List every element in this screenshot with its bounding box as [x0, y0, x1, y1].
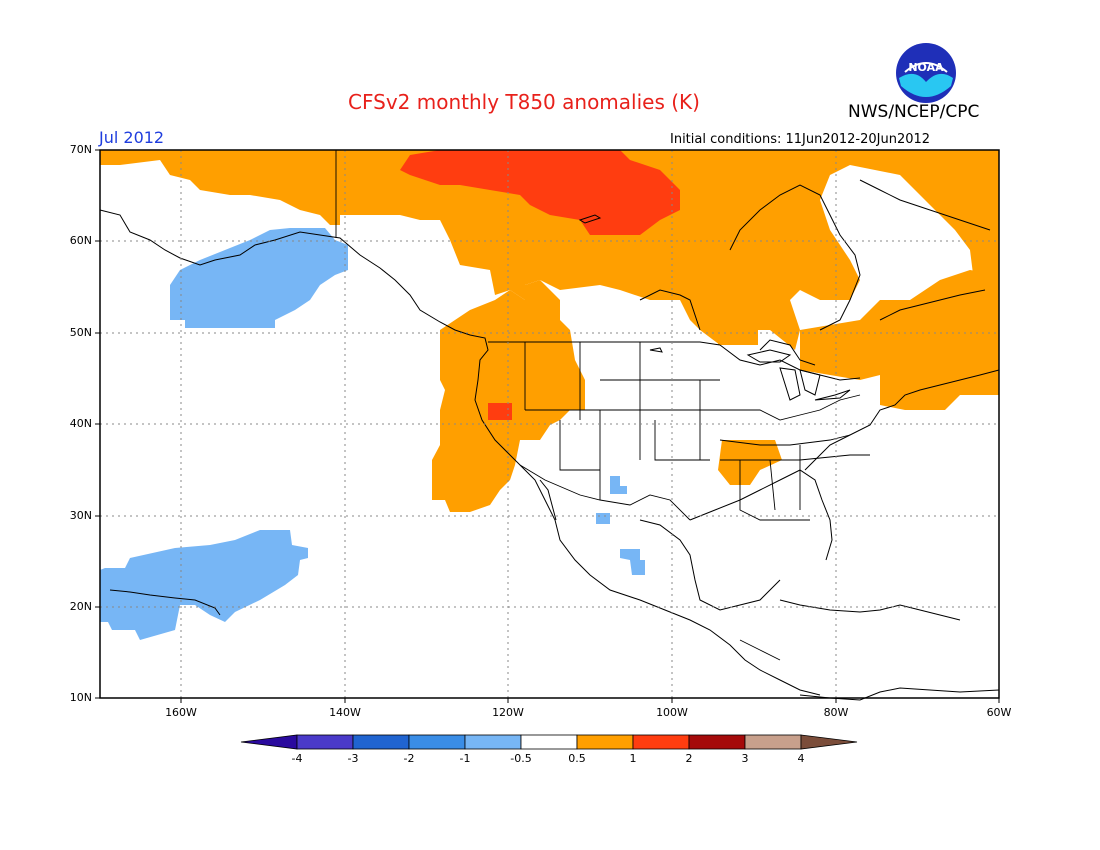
lon-label-100w: 100W [656, 706, 688, 719]
lon-label-160w: 160W [165, 706, 197, 719]
colorbar-segment [632, 734, 690, 750]
lat-label-10n: 10N [69, 691, 92, 704]
colorbar-label-n4: -4 [291, 752, 303, 765]
colorbar-label-n1: -1 [459, 752, 471, 765]
cool-anomaly-mexico-1 [610, 476, 627, 494]
colorbar-arrow-low [240, 734, 298, 750]
warm-anomaly-north [100, 150, 999, 350]
colorbar-label-n05: -0.5 [510, 752, 532, 765]
colorbar-label-05: 0.5 [568, 752, 586, 765]
lon-label-140w: 140W [329, 706, 361, 719]
lat-label-50n: 50N [69, 326, 92, 339]
hot-anomaly-canada [400, 150, 680, 235]
lat-label-20n: 20N [69, 600, 92, 613]
warm-anomaly-ohio-valley [718, 440, 782, 485]
political-borders [335, 150, 870, 661]
colorbar-label-1: 1 [629, 752, 637, 765]
hot-anomaly-nevada [488, 403, 512, 420]
warm-anomaly-east [800, 270, 999, 410]
colorbar-segment [688, 734, 746, 750]
colorbar-label-3: 3 [741, 752, 749, 765]
cool-anomaly-hawaii [100, 530, 308, 640]
noaa-logo: NOAA [896, 43, 956, 103]
colorbar-segment [296, 734, 354, 750]
lat-label-30n: 30N [69, 509, 92, 522]
lat-label-70n: 70N [69, 143, 92, 156]
cool-anomaly-mexico-2 [596, 513, 610, 524]
colorbar-segment [408, 734, 466, 750]
colorbar-segment [744, 734, 802, 750]
anomaly-fills [100, 150, 999, 640]
lon-label-80w: 80W [823, 706, 849, 719]
cool-anomaly-mexico-3 [620, 549, 645, 575]
colorbar-arrow-high [800, 734, 858, 750]
colorbar-label-n2: -2 [403, 752, 415, 765]
colorbar-label-4: 4 [797, 752, 805, 765]
lat-label-40n: 40N [69, 417, 92, 430]
colorbar-segment [576, 734, 634, 750]
colorbar-segment [520, 734, 578, 750]
agency-label: NWS/NCEP/CPC [848, 102, 980, 122]
colorbar-label-n3: -3 [347, 752, 359, 765]
great-lakes [578, 214, 851, 401]
map-title: CFSv2 monthly T850 anomalies (K) [348, 90, 700, 114]
lon-label-60w: 60W [986, 706, 1012, 719]
forecast-month: Jul 2012 [99, 128, 165, 147]
lat-label-60n: 60N [69, 234, 92, 247]
initial-conditions: Initial conditions: 11Jun2012-20Jun2012 [670, 132, 931, 147]
colorbar-segment [352, 734, 410, 750]
colorbar-label-2: 2 [685, 752, 693, 765]
warm-anomaly-dakota [718, 330, 758, 345]
colorbar-segment [464, 734, 522, 750]
logo-text: NOAA [908, 61, 944, 74]
lon-label-120w: 120W [492, 706, 524, 719]
colorbar [240, 734, 858, 750]
cool-anomaly-alaska [170, 228, 348, 328]
graticule [100, 150, 999, 698]
axis-ticks [95, 149, 1000, 703]
